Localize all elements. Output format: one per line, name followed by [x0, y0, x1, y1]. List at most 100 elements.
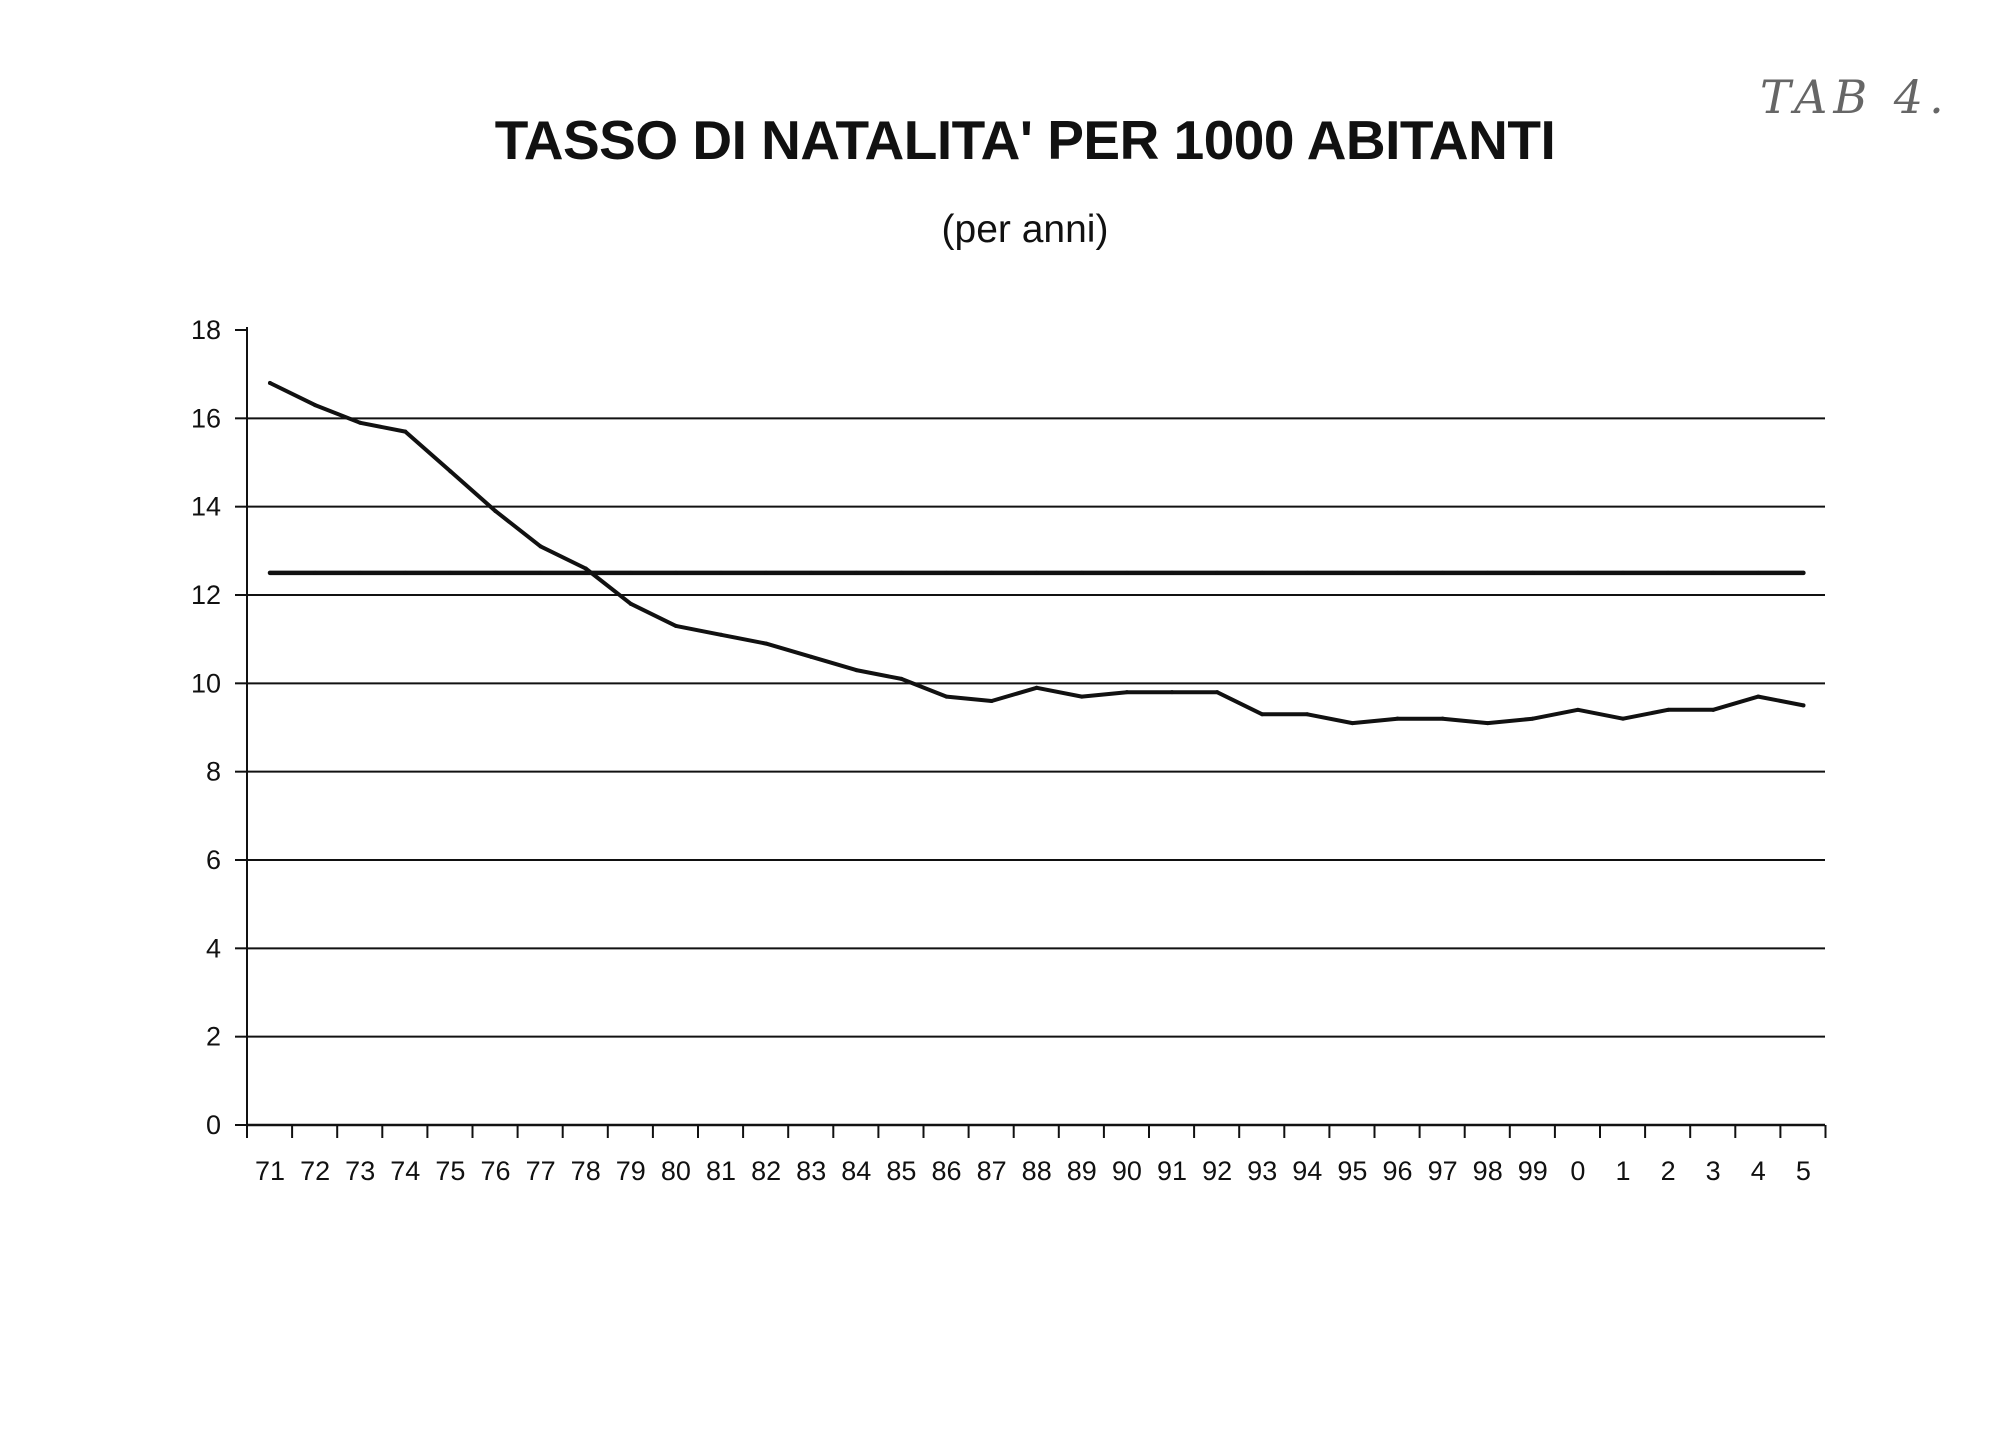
birth-rate-point [1305, 712, 1310, 717]
chart-title: TASSO DI NATALITA' PER 1000 ABITANTI [494, 109, 1556, 171]
birth-rate-line [268, 381, 1806, 726]
reference-point [1666, 570, 1671, 575]
reference-point [313, 570, 318, 575]
reference-point [1485, 570, 1490, 575]
y-tick-label: 2 [206, 1022, 221, 1052]
x-tick-label: 81 [706, 1156, 736, 1186]
reference-point [809, 570, 814, 575]
birth-rate-point [1621, 716, 1625, 721]
corner-annotation: TAB 4. [1760, 70, 1950, 124]
reference-point [448, 570, 453, 575]
reference-point [1530, 570, 1535, 575]
x-tick-label: 71 [255, 1156, 285, 1186]
x-tick-label: 98 [1473, 1156, 1503, 1186]
reference-point [628, 570, 633, 575]
birth-rate-point [1079, 694, 1084, 699]
x-tick-label: 89 [1067, 1156, 1097, 1186]
x-tick-label: 83 [796, 1156, 826, 1186]
reference-point [854, 570, 859, 575]
birth-rate-point [448, 469, 453, 474]
birth-rate-point [1711, 707, 1716, 712]
reference-point [1395, 570, 1400, 575]
x-tick-label: 91 [1157, 1156, 1187, 1186]
y-tick-label: 6 [206, 845, 221, 875]
birth-rate-point [583, 566, 588, 571]
reference-point [1034, 570, 1039, 575]
x-tick-label: 99 [1518, 1156, 1548, 1186]
axes [235, 327, 1827, 1138]
birth-rate-point [1260, 712, 1265, 717]
birth-rate-point [1124, 690, 1129, 695]
chart-subtitle: (per anni) [941, 208, 1109, 251]
reference-point [1215, 570, 1220, 575]
reference-point [1305, 570, 1310, 575]
x-tick-label: 88 [1022, 1156, 1052, 1186]
birth-rate-point [854, 668, 859, 673]
reference-point [493, 570, 498, 575]
x-tick-label: 84 [841, 1156, 871, 1186]
x-tick-label: 1 [1615, 1156, 1630, 1186]
x-tick-label: 80 [661, 1156, 691, 1186]
reference-point [1756, 570, 1761, 575]
birth-rate-point [1170, 690, 1174, 695]
birth-rate-point [1666, 707, 1671, 712]
birth-rate-point [628, 601, 633, 606]
x-tick-label: 72 [300, 1156, 330, 1186]
x-tick-label: 75 [435, 1156, 465, 1186]
birth-rate-point [403, 429, 408, 434]
birth-rate-point [989, 699, 994, 703]
birth-rate-point [764, 641, 769, 646]
reference-point [1124, 570, 1129, 575]
reference-point [358, 570, 363, 575]
x-tick-label: 73 [345, 1156, 375, 1186]
y-tick-label: 4 [206, 933, 221, 963]
birth-rate-point [268, 381, 272, 385]
x-tick-label: 85 [886, 1156, 916, 1186]
x-tick-label: 74 [390, 1156, 420, 1186]
y-tick-label: 16 [191, 403, 221, 433]
y-tick-label: 10 [191, 668, 221, 698]
x-tick-label: 90 [1112, 1156, 1142, 1186]
reference-point [1575, 570, 1580, 575]
birth-rate-point [1034, 685, 1039, 690]
reference-point [1079, 570, 1084, 575]
birth-rate-point [1575, 707, 1580, 712]
x-tick-label: 96 [1382, 1156, 1412, 1186]
y-tick-label: 8 [206, 757, 221, 787]
y-tick-label: 14 [191, 492, 221, 522]
birth-rate-point [1530, 716, 1535, 721]
birth-rate-point [1215, 690, 1220, 695]
reference-point [1350, 570, 1355, 575]
y-tick-label: 12 [191, 580, 221, 610]
x-tick-label: 5 [1796, 1156, 1811, 1186]
reference-point [1440, 570, 1445, 575]
birth-rate-point [1801, 703, 1806, 708]
gridlines [247, 417, 1825, 1038]
x-tick-label: 86 [931, 1156, 961, 1186]
reference-point [673, 570, 678, 575]
reference-point [764, 570, 769, 575]
x-tick-label: 93 [1247, 1156, 1277, 1186]
x-tick-label: 76 [480, 1156, 510, 1186]
reference-point [1621, 570, 1625, 575]
birth-rate-point [1395, 716, 1400, 721]
y-tick-label: 18 [191, 315, 221, 345]
birth-rate-point [538, 544, 543, 549]
birth-rate-point [1485, 721, 1490, 726]
reference-point [1170, 570, 1174, 575]
birth-rate-point [493, 509, 498, 514]
reference-point [899, 570, 904, 575]
birth-rate-point [899, 676, 904, 681]
reference-point [1801, 570, 1806, 575]
x-tick-label: 3 [1706, 1156, 1721, 1186]
reference-point [989, 570, 994, 575]
reference-point [719, 570, 723, 575]
x-tick-label: 97 [1428, 1156, 1458, 1186]
x-tick-label: 87 [977, 1156, 1007, 1186]
birth-rate-point [313, 403, 318, 408]
x-tick-label: 77 [526, 1156, 556, 1186]
birth-rate-point [1350, 721, 1355, 726]
